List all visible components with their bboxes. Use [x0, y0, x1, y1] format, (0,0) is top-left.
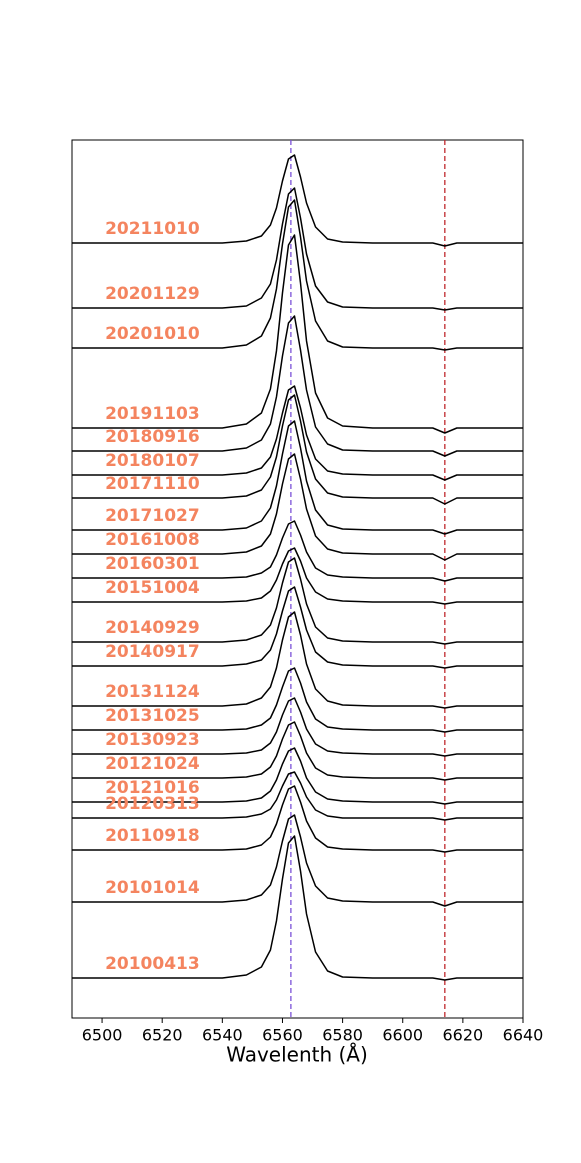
spectrum-line — [72, 697, 523, 757]
spectrum-line — [72, 667, 523, 733]
series-label: 20180916 — [105, 427, 200, 447]
spectrum-line — [72, 385, 523, 481]
spectrum-line — [72, 721, 523, 781]
series-label: 20120313 — [105, 794, 200, 814]
spectrum-line — [72, 234, 523, 434]
spectrum-line — [72, 611, 523, 709]
x-tick-label: 6520 — [142, 1026, 183, 1045]
series-label: 20131025 — [105, 706, 200, 726]
spectrum-line — [72, 586, 523, 669]
plot-frame — [71, 139, 524, 1019]
spectrum-line — [72, 547, 523, 605]
series-label: 20130923 — [105, 730, 200, 750]
series-label: 20171027 — [105, 506, 200, 526]
series-label: 20180107 — [105, 451, 200, 471]
series-label: 20171110 — [105, 474, 200, 494]
spectrum-line — [72, 187, 523, 311]
series-label: 20161008 — [105, 530, 200, 550]
series-label: 20211010 — [105, 219, 200, 239]
x-tick-label: 6560 — [262, 1026, 303, 1045]
spectrum-line — [72, 420, 523, 535]
x-axis-label: Wavelenth (Å) — [226, 1043, 368, 1067]
series-label: 20160301 — [105, 554, 200, 574]
series-label: 20110918 — [105, 826, 200, 846]
x-tick-label: 6620 — [443, 1026, 484, 1045]
series-label: 20101014 — [105, 878, 200, 898]
spectrum-line — [72, 785, 523, 853]
spectrum-line — [72, 394, 523, 505]
spectrum-line — [72, 747, 523, 805]
series-label: 20201129 — [105, 284, 200, 304]
series-label: 20140917 — [105, 642, 200, 662]
spectrum-line — [72, 315, 523, 457]
spectrum-line — [72, 835, 523, 981]
x-tick-label: 6600 — [382, 1026, 423, 1045]
x-tick-label: 6540 — [202, 1026, 243, 1045]
spectrum-line — [72, 814, 523, 907]
spectrum-line — [72, 453, 523, 561]
series-label: 20100413 — [105, 954, 200, 974]
spectrum-line — [72, 771, 523, 821]
series-label: 20201010 — [105, 324, 200, 344]
spectrum-line — [72, 199, 523, 351]
series-label: 20151004 — [105, 578, 200, 598]
series-label: 20191103 — [105, 404, 200, 424]
spectrum-line — [72, 557, 523, 645]
series-label: 20140929 — [105, 618, 200, 638]
x-tick-label: 6500 — [82, 1026, 123, 1045]
x-tick-label: 6640 — [503, 1026, 544, 1045]
series-label: 20131124 — [105, 682, 200, 702]
spectrum-line — [72, 154, 523, 247]
spectrum-line — [72, 520, 523, 582]
x-tick-label: 6580 — [322, 1026, 363, 1045]
series-label: 20121016 — [105, 778, 200, 798]
series-label: 20121024 — [105, 754, 200, 774]
